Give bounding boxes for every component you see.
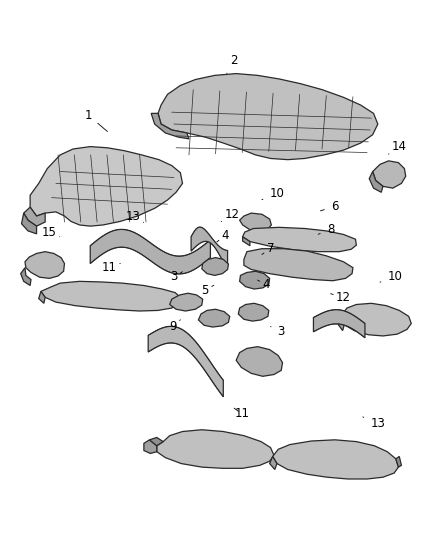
- Polygon shape: [270, 456, 277, 470]
- Polygon shape: [369, 172, 383, 192]
- Polygon shape: [144, 440, 157, 454]
- Polygon shape: [314, 310, 365, 338]
- Polygon shape: [30, 147, 183, 226]
- Text: 11: 11: [234, 407, 249, 421]
- Polygon shape: [244, 249, 353, 281]
- Text: 10: 10: [262, 187, 284, 200]
- Text: 11: 11: [102, 261, 120, 274]
- Polygon shape: [41, 281, 180, 311]
- Polygon shape: [240, 271, 270, 289]
- Text: 2: 2: [227, 54, 238, 74]
- Polygon shape: [236, 346, 283, 376]
- Polygon shape: [170, 293, 203, 311]
- Polygon shape: [373, 161, 406, 188]
- Text: 8: 8: [318, 223, 334, 237]
- Polygon shape: [191, 227, 228, 265]
- Polygon shape: [151, 114, 189, 139]
- Polygon shape: [396, 456, 401, 467]
- Polygon shape: [202, 257, 229, 276]
- Text: 9: 9: [170, 320, 180, 333]
- Polygon shape: [240, 213, 272, 232]
- Polygon shape: [238, 303, 269, 321]
- Polygon shape: [243, 237, 250, 246]
- Text: 10: 10: [380, 270, 403, 284]
- Text: 14: 14: [389, 140, 407, 154]
- Polygon shape: [39, 292, 45, 303]
- Text: 12: 12: [221, 208, 240, 222]
- Polygon shape: [90, 229, 210, 274]
- Text: 13: 13: [363, 417, 385, 430]
- Polygon shape: [158, 74, 378, 160]
- Text: 13: 13: [126, 211, 144, 223]
- Polygon shape: [157, 430, 274, 469]
- Text: 3: 3: [170, 270, 183, 284]
- Polygon shape: [21, 213, 36, 234]
- Polygon shape: [243, 227, 357, 252]
- Polygon shape: [149, 438, 163, 446]
- Text: 1: 1: [85, 109, 107, 132]
- Text: 3: 3: [271, 325, 285, 338]
- Polygon shape: [25, 252, 64, 278]
- Polygon shape: [338, 318, 344, 330]
- Text: 6: 6: [320, 200, 339, 213]
- Text: 12: 12: [331, 292, 351, 304]
- Polygon shape: [148, 326, 223, 397]
- Text: 7: 7: [262, 242, 274, 255]
- Polygon shape: [198, 309, 230, 327]
- Text: 4: 4: [258, 278, 270, 291]
- Text: 4: 4: [217, 229, 229, 242]
- Polygon shape: [178, 297, 183, 307]
- Text: 5: 5: [201, 284, 214, 296]
- Polygon shape: [21, 268, 31, 286]
- Polygon shape: [340, 303, 411, 336]
- Polygon shape: [272, 440, 399, 479]
- Polygon shape: [24, 207, 45, 226]
- Text: 15: 15: [42, 226, 60, 239]
